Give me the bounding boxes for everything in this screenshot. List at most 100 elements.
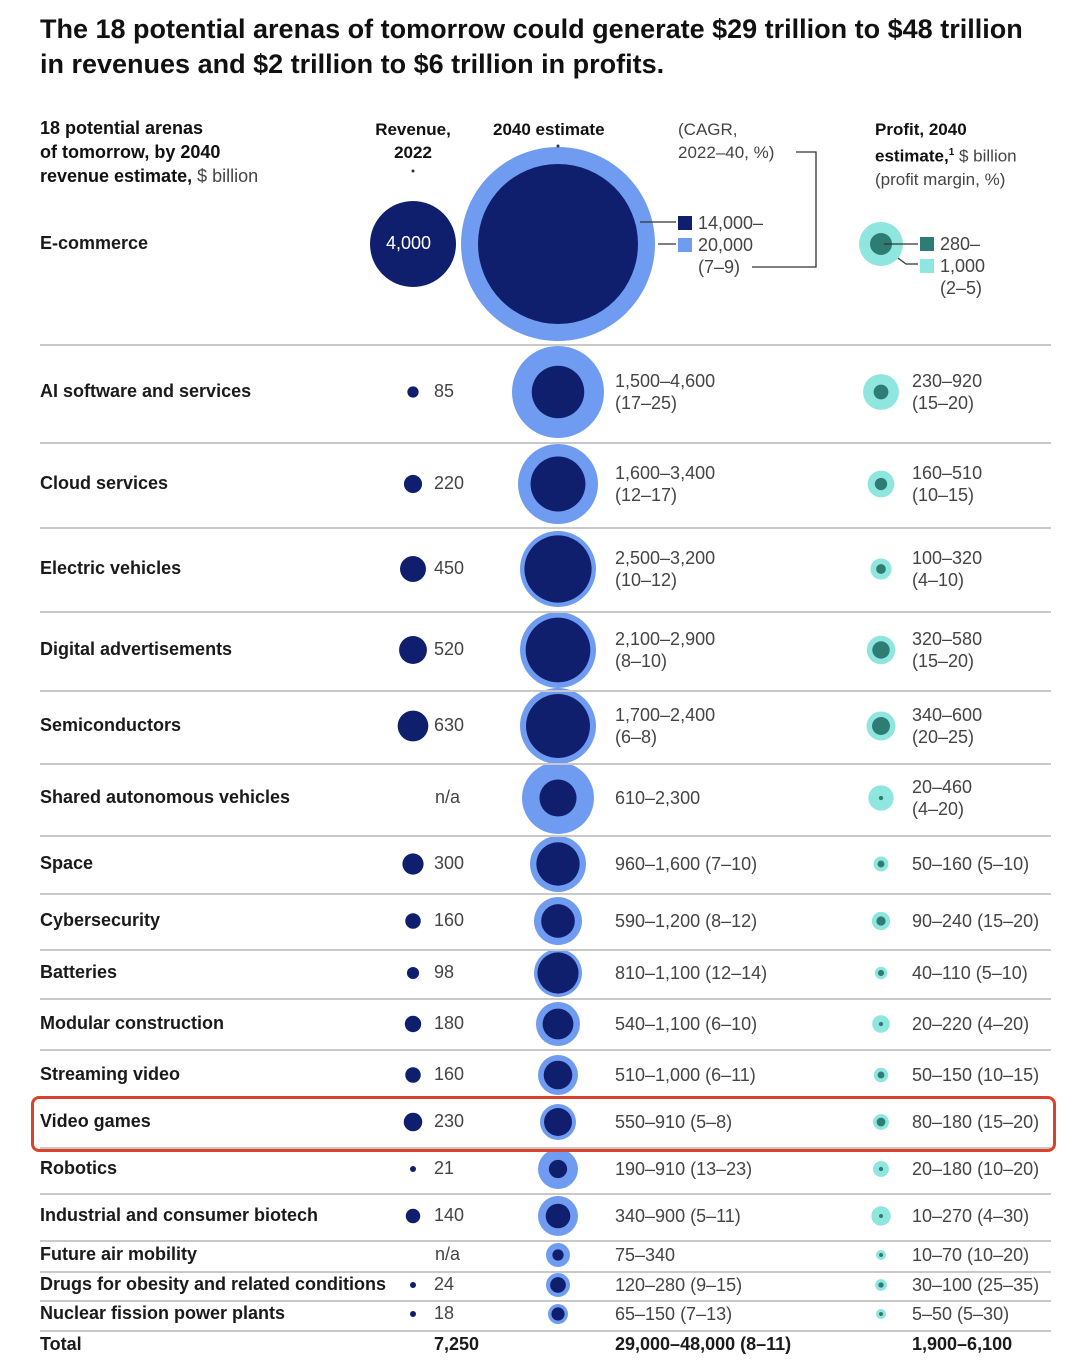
revenue-2022-value: 230 [434,1111,465,1131]
profit-value: 50–150 (10–15) [912,1065,1040,1085]
revenue-2022-value: 4,000 [386,233,432,253]
row-separator [40,949,1051,951]
profit-header-line3: (profit margin, %) [875,169,1006,189]
profit-header: Profit, 2040 estimate,1 $ billion (profi… [875,118,1017,191]
profit-high-leader [897,257,918,265]
estimate-low-bubble [552,1249,564,1261]
profit-low-bubble [878,1166,884,1172]
row-separator [40,344,1051,346]
estimate-value: 340–900 (5–11) [615,1206,741,1226]
revenue-2022-value: 160 [434,1064,465,1084]
profit-low-swatch [920,237,934,251]
total-revenue-2022: 7,250 [434,1334,480,1354]
profit-low-bubble [877,1071,885,1079]
revenue-2022-bubble [410,1282,416,1288]
row-arena-label: Future air mobility [40,1244,198,1264]
revenue-header-line2: 2022 [394,143,432,162]
footnote-marker: 1 [948,147,955,158]
profit-low-bubble [878,795,884,801]
estimate-low-bubble [550,1277,566,1293]
arena-header-unit: $ billion [192,166,259,186]
row-arena-label: Semiconductors [40,715,182,735]
revenue-2022-bubble [402,853,424,875]
ecommerce-profit-margin: (2–5) [940,278,983,298]
revenue-2022-value: 98 [434,962,455,982]
estimate-value: 960–1,600 (7–10) [615,854,758,874]
profit-value: 160–510 (10–15) [912,463,983,505]
revenue-2022-value: 21 [434,1158,455,1178]
profit-low-bubble [878,1021,884,1027]
revenue-2022-bubble [397,710,429,742]
estimate-low-bubble [531,365,585,419]
revenue-2022-value: 520 [434,639,465,659]
row-separator [40,1300,1051,1302]
profit-value: 30–100 (25–35) [912,1275,1040,1295]
estimate-low-bubble [524,535,592,603]
estimate-value: 610–2,300 [615,788,701,808]
profit-low-bubble [878,1282,884,1288]
total-label: Total [40,1334,82,1354]
row-arena-label: E-commerce [40,233,149,253]
row-arena-label: AI software and services [40,381,252,401]
chart-title: The 18 potential arenas of tomorrow coul… [40,14,1023,79]
estimate-header: 2040 estimate [493,118,605,142]
highlight-box-video-games [31,1096,1056,1152]
revenue-2022-bubble [407,386,419,398]
row-separator [40,690,1051,692]
estimate-low-bubble [526,694,590,758]
arena-column-header: 18 potential arenas of tomorrow, by 2040… [40,116,258,188]
estimate-low-bubble [543,1060,573,1090]
row-arena-label: Video games [40,1111,151,1131]
estimate-high-swatch [678,238,692,252]
profit-value: 320–580 (15–20) [912,629,983,671]
estimate-value: 510–1,000 (6–11) [615,1065,756,1085]
cagr-leader [752,151,817,268]
estimate-low-bubble [551,1307,565,1321]
profit-high-swatch [920,259,934,273]
arena-header-line1: 18 potential arenas [40,118,204,138]
profit-low-bubble [870,233,892,255]
profit-low-bubble [874,477,888,491]
row-separator [40,527,1051,529]
revenue-2022-bubble [399,636,427,664]
revenue-2022-value: 630 [434,715,465,735]
profit-value: 80–180 (15–20) [912,1112,1040,1132]
estimate-low-swatch [678,216,692,230]
profit-value: 230–920 (15–20) [912,371,983,413]
revenue-2022-value: 300 [434,853,465,873]
estimate-value: 2,100–2,900 (8–10) [615,629,716,671]
estimate-low-bubble [548,1159,568,1179]
row-separator [40,1049,1051,1051]
profit-low-bubble [872,717,890,735]
estimate-low-bubble [544,1108,572,1136]
row-separator [40,835,1051,837]
estimate-value: 75–340 [615,1245,676,1265]
profit-low-bubble [879,1312,883,1316]
estimate-value: 810–1,100 (12–14) [615,963,768,983]
estimate-low-bubble [539,779,577,817]
estimate-value: 1,700–2,400 (6–8) [615,705,716,747]
ecommerce-profit-low: 280– [940,234,981,254]
estimate-value: 550–910 (5–8) [615,1112,733,1132]
revenue-2022-value: 140 [434,1205,465,1225]
revenue-2022-value: 450 [434,558,465,578]
estimate-value: 120–280 (9–15) [615,1275,743,1295]
profit-value: 100–320 (4–10) [912,548,983,590]
estimate-value: 1,600–3,400 (12–17) [615,463,716,505]
row-arena-label: Robotics [40,1158,118,1178]
row-arena-label: Modular construction [40,1013,224,1033]
profit-value: 90–240 (15–20) [912,911,1040,931]
row-arena-label: Batteries [40,962,118,982]
estimate-value: 65–150 (7–13) [615,1304,733,1324]
estimate-header-text: 2040 estimate [493,120,605,139]
estimate-value: 190–910 (13–23) [615,1159,753,1179]
row-arena-label: Electric vehicles [40,558,182,578]
ecommerce-est-low: 14,000– [698,213,764,233]
estimate-low-bubble [541,904,575,938]
profit-value: 20–460 (4–20) [912,777,973,819]
estimate-low-bubble [525,617,591,683]
row-separator [40,1193,1051,1195]
row-arena-label: Digital advertisements [40,639,233,659]
estimate-low-bubble [537,952,579,994]
